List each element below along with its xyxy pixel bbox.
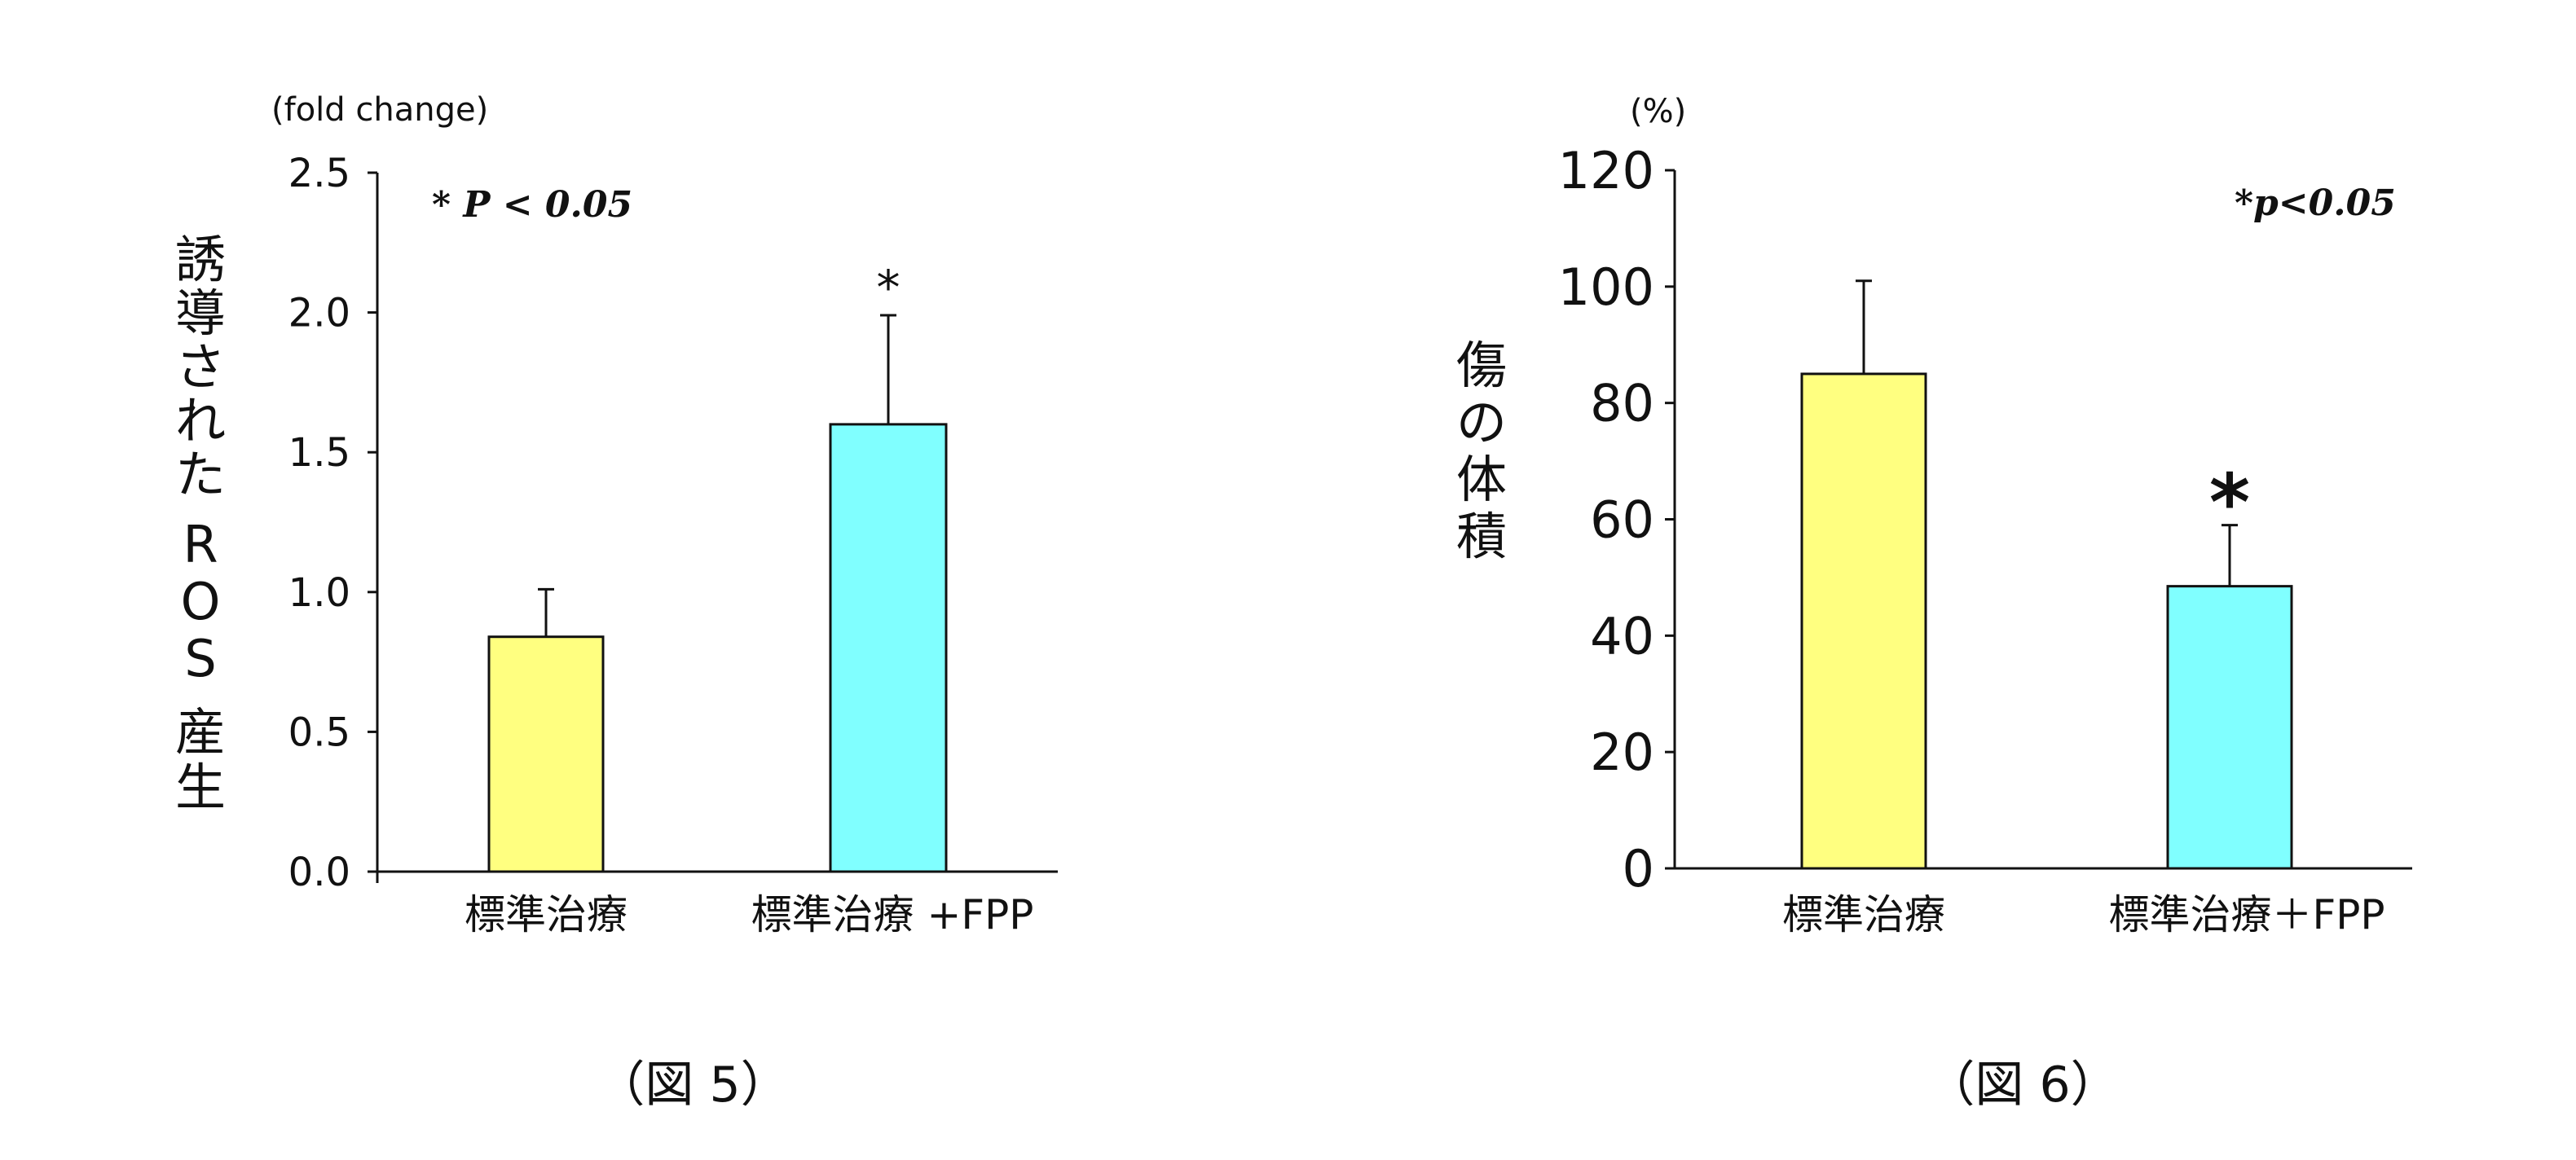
fig5-y-tick-label: 1.0 [288,570,350,616]
fig6-y-tick-label: 40 [1590,606,1654,666]
fig5-y-tick-label: 2.0 [288,291,350,336]
fig6-category-label: 標準治療＋FPP [2108,891,2384,938]
fig5-ylabel-char: 産 [175,702,226,762]
fig5-ylabel-char: O [181,572,221,631]
fig6-ylabel-char: 体 [1456,450,1507,509]
fig5-y-tick-label: 1.5 [288,430,350,476]
fig6-y-tick-label: 80 [1590,374,1654,433]
fig5-ylabel-char: れ [175,391,226,450]
fig6-significance-note: *p<0.05 [2235,182,2396,224]
fig6-ylabel-char: 傷 [1456,336,1507,395]
fig6-y-tick-label: 20 [1590,723,1654,782]
fig6-significance-star: * [2209,458,2250,549]
fig5-category-label: 標準治療 [465,891,627,938]
fig5-significance-star: * [877,260,900,315]
fig5-ylabel-char: S [184,629,216,688]
fig5-ylabel-char: R [183,515,218,574]
fig6-y-tick-label: 60 [1590,490,1654,550]
fig6-unit-label: (%) [1630,93,1686,130]
fig6-bar [2166,585,2293,870]
fig5-y-tick-label: 0.0 [288,850,350,895]
fig5-y-tick-label: 0.5 [288,710,350,755]
fig5-significance-note: * P < 0.05 [432,184,632,226]
fig6-y-tick-label: 100 [1558,257,1654,317]
fig5-bar [487,635,605,873]
fig5-caption: （図 5） [596,1057,789,1114]
fig5-category-label: 標準治療 +FPP [751,891,1034,938]
fig5-ylabel-char: 生 [175,758,226,817]
fig6-ylabel-char: 積 [1456,507,1507,566]
fig6-ylabel-char: の [1456,393,1507,452]
fig6-y-tick-label: 120 [1558,141,1654,200]
fig6-y-tick-label: 0 [1623,839,1654,899]
fig5-bar [829,423,948,873]
fig6-category-label: 標準治療 [1782,891,1945,938]
fig5-unit-label: (fold change) [271,91,488,129]
fig6-y-axis-label: 傷 の 体 積 [1456,336,1507,566]
chart-fig5: (fold change) 誘 導 さ れ た R O S 産 生 * P < … [175,91,1058,1114]
fig5-y-axis-label: 誘 導 さ れ た R O S 産 生 [175,230,226,817]
fig5-ylabel-char: さ [175,337,226,397]
chart-fig6: (%) 傷 の 体 積 *p<0.05 （図 6） 0 20 40 60 80 100 12… [1456,93,2412,1114]
fig5-ylabel-char: 導 [175,283,226,343]
fig5-ylabel-char: た [175,445,226,504]
fig6-bar [1800,372,1927,870]
fig5-ylabel-char: 誘 [175,230,226,289]
fig5-y-tick-label: 2.5 [288,151,350,196]
fig6-caption: （図 6） [1926,1057,2119,1114]
